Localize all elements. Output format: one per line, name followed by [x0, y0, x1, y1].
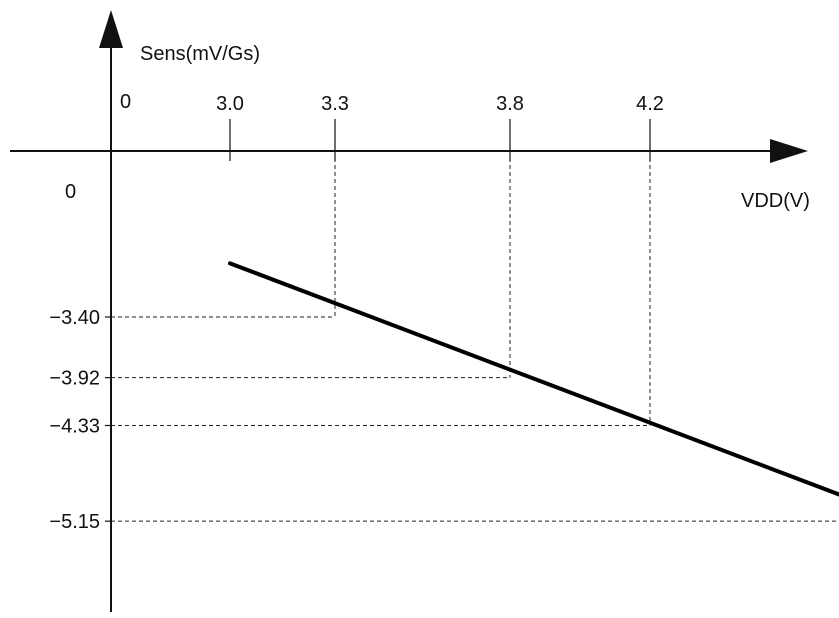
guide-lines: [111, 151, 839, 522]
y-tick-label-2: −4.33: [49, 416, 100, 438]
x-origin-label: 0: [120, 91, 131, 113]
x-tick-label-2: 3.8: [496, 93, 524, 115]
x-axis-arrow-icon: [770, 139, 808, 163]
y-tick-label-1: −3.92: [49, 368, 100, 390]
y-tick-label-0: −3.40: [49, 307, 100, 329]
y-axis-arrow-icon: [99, 10, 123, 48]
y-tick-label-3: −5.15: [49, 511, 100, 533]
x-ticks: 3.03.33.84.25.0: [216, 93, 664, 161]
x-tick-label-3: 4.2: [636, 93, 664, 115]
x-tick-label-0: 3.0: [216, 93, 244, 115]
sensitivity-series-line: [228, 261, 839, 497]
x-axis-label: VDD(V): [741, 190, 810, 212]
y-axis-label: Sens(mV/Gs): [140, 43, 260, 65]
y-ticks: −3.40 −3.92 −4.33 −5.15: [49, 307, 111, 533]
x-tick-label-1: 3.3: [321, 93, 349, 115]
y-origin-label: 0: [65, 181, 76, 203]
